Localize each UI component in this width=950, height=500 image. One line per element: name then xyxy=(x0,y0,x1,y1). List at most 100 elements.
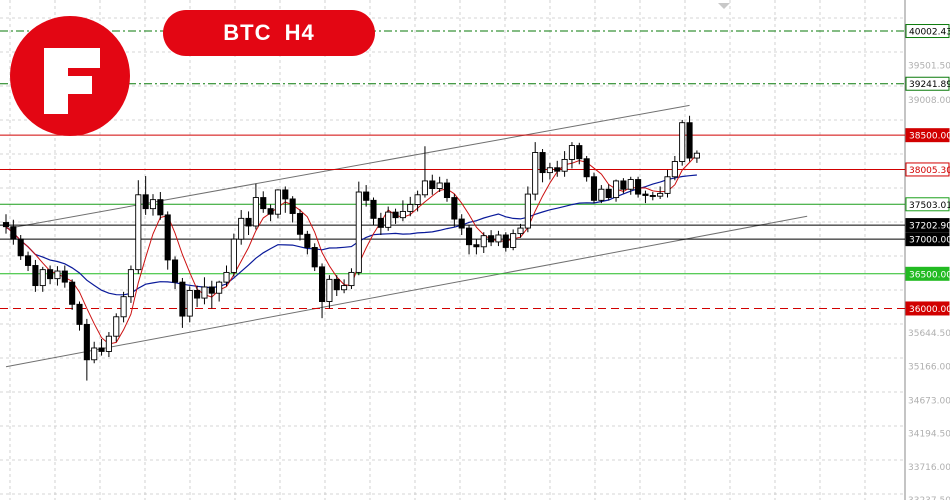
candle-body xyxy=(532,152,539,195)
candle-body xyxy=(25,255,32,266)
candle-body xyxy=(164,214,171,261)
candle-body xyxy=(282,189,289,200)
candle-body xyxy=(113,316,120,337)
candle-body xyxy=(635,179,642,195)
candle-body xyxy=(2,222,10,228)
candle-body xyxy=(495,234,502,243)
price-tick-label: 33716.00 xyxy=(908,463,950,473)
candle-body xyxy=(149,199,157,210)
candle-body xyxy=(458,218,465,229)
candle-body xyxy=(517,227,524,235)
candle-body xyxy=(679,122,686,162)
candle-body xyxy=(576,145,583,160)
candle-body xyxy=(296,213,304,235)
candle-body xyxy=(664,176,671,194)
candle-body xyxy=(10,226,17,240)
candle-body xyxy=(238,217,245,240)
candle-body xyxy=(47,269,54,280)
candle-body xyxy=(392,211,399,219)
candle-body xyxy=(377,217,384,228)
candle-body xyxy=(657,192,664,197)
price-tick-label: 34673.00 xyxy=(908,396,950,406)
candle-body xyxy=(311,247,318,268)
candle-body xyxy=(120,296,127,318)
candle-body xyxy=(502,234,509,248)
candle-body xyxy=(91,347,98,361)
candle-body xyxy=(260,197,267,210)
candle-body xyxy=(355,191,362,273)
candle-body xyxy=(370,199,377,219)
candle-body xyxy=(171,259,179,283)
candle-body xyxy=(488,235,495,243)
candle-body xyxy=(201,286,208,299)
candle-body xyxy=(583,158,590,178)
candle-body xyxy=(142,194,149,210)
level-label-box xyxy=(905,128,950,143)
price-tick-label: 39501.50 xyxy=(908,62,950,72)
candle-body xyxy=(436,182,443,189)
level-label-box xyxy=(905,301,950,316)
candle-body xyxy=(627,179,634,190)
candle-body xyxy=(157,199,164,216)
candle-body xyxy=(686,122,693,159)
candle-body xyxy=(135,194,142,271)
candle-body xyxy=(208,286,215,294)
level-label-40002.43: 40002.43 xyxy=(909,28,950,38)
candle-body xyxy=(443,182,451,199)
candle-body xyxy=(561,158,568,172)
candle-body xyxy=(524,193,531,229)
candle-body xyxy=(186,289,193,317)
candle-body xyxy=(319,266,326,302)
candle-body xyxy=(194,289,201,299)
candle-body xyxy=(554,167,561,172)
price-tick-label: 35644.50 xyxy=(908,329,950,339)
chart-shift-marker-icon xyxy=(718,3,730,9)
candle-body xyxy=(105,335,112,352)
channel-upper-line xyxy=(5,104,690,230)
candle-body xyxy=(216,281,223,294)
level-label-box xyxy=(905,218,950,233)
price-tick-label: 33237.50 xyxy=(908,496,950,500)
candle-body xyxy=(539,152,546,174)
candle-body xyxy=(245,217,252,227)
candle-body xyxy=(590,176,598,201)
candle-body xyxy=(17,238,24,257)
level-label-36500.00: 36500.00 xyxy=(909,270,950,280)
price-tick-label: 35166.00 xyxy=(908,362,950,372)
candle-body xyxy=(127,269,135,298)
candle-body xyxy=(230,238,237,273)
candle-body xyxy=(649,195,656,197)
candle-body xyxy=(451,197,458,220)
price-tick-label: 39008.00 xyxy=(908,96,950,106)
candle-body xyxy=(407,204,414,212)
candle-body xyxy=(480,235,487,248)
candle-body xyxy=(414,194,421,205)
level-label-box xyxy=(905,232,950,247)
candle-body xyxy=(267,208,274,215)
candle-body xyxy=(61,270,68,283)
price-tick-label: 34194.50 xyxy=(908,430,950,440)
candle-body xyxy=(546,167,553,174)
level-label-37000.00: 37000.00 xyxy=(909,236,950,246)
candle-body xyxy=(671,161,678,178)
candle-body xyxy=(473,244,480,248)
level-label-38005.30: 38005.30 xyxy=(909,166,950,176)
level-label-box xyxy=(905,76,950,91)
candle-body xyxy=(363,191,370,201)
candle-body xyxy=(429,180,436,189)
candle-body xyxy=(421,180,429,196)
candle-body xyxy=(466,227,473,246)
level-label-box xyxy=(905,162,950,177)
candle-body xyxy=(76,303,83,325)
candle-body xyxy=(326,278,333,302)
candle-body xyxy=(693,152,700,159)
level-label-38500.00: 38500.00 xyxy=(909,132,950,142)
candle-body xyxy=(39,269,46,287)
candle-body xyxy=(32,265,39,287)
candle-body xyxy=(98,347,105,352)
candle-body xyxy=(252,197,259,227)
candle-body xyxy=(83,323,90,361)
